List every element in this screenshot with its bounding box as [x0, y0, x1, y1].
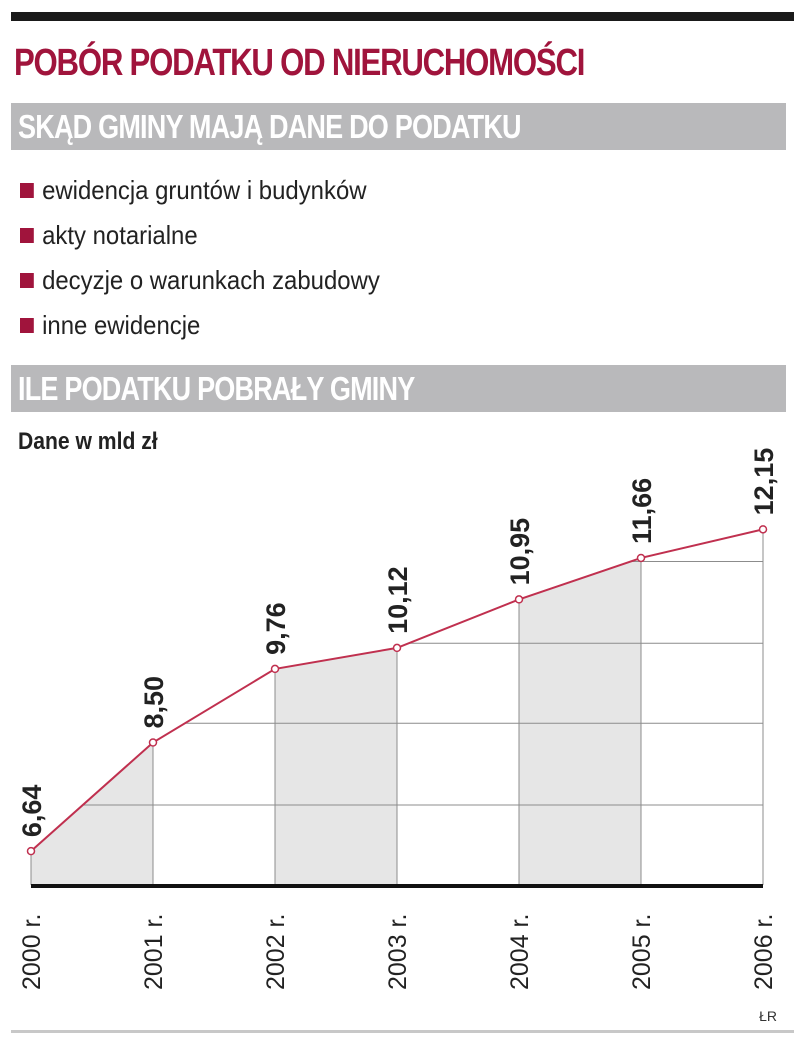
data-point	[270, 664, 280, 674]
x-tick-label: 2000 r.	[18, 914, 46, 990]
data-label: 10,12	[383, 566, 413, 634]
list-item: inne ewidencje	[20, 303, 380, 348]
list-item-label: decyzje o warunkach zabudowy	[42, 265, 380, 295]
area-column	[519, 529, 641, 885]
data-point	[392, 643, 402, 653]
data-label: 8,50	[139, 676, 169, 729]
section-heading: ILE PODATKU POBRAŁY GMINY	[18, 370, 415, 407]
list-item-label: ewidencja gruntów i budynków	[42, 175, 367, 205]
data-point	[148, 738, 158, 747]
bullet-square-icon	[20, 318, 34, 333]
bullet-square-icon	[20, 228, 34, 243]
data-point	[758, 525, 768, 534]
data-point	[514, 595, 524, 604]
x-tick-label: 2004 r.	[506, 914, 534, 990]
list-item: ewidencja gruntów i budynków	[20, 168, 380, 213]
top-rule	[11, 12, 794, 21]
x-tick-label: 2006 r.	[750, 914, 778, 990]
y-axis-unit-label: Dane w mld zł	[18, 428, 158, 455]
bottom-rule	[11, 1030, 794, 1033]
x-tick-label: 2002 r.	[262, 914, 290, 990]
list-item: decyzje o warunkach zabudowy	[20, 258, 380, 303]
page-title: POBÓR PODATKU OD NIERUCHOMOŚCI	[14, 42, 585, 84]
x-tick-label: 2003 r.	[384, 914, 412, 990]
sources-list: ewidencja gruntów i budynków akty notari…	[20, 168, 411, 348]
area-column	[31, 529, 153, 885]
x-tick-label: 2001 r.	[140, 914, 168, 990]
data-label: 10,95	[505, 518, 535, 586]
data-label: 6,64	[17, 785, 47, 838]
area-column	[641, 529, 763, 885]
x-tick-label: 2005 r.	[628, 914, 656, 990]
section-heading: SKĄD GMINY MAJĄ DANE DO PODATKU	[18, 108, 522, 145]
data-point	[636, 553, 646, 563]
area-column	[275, 529, 397, 885]
data-label: 9,76	[261, 602, 291, 655]
section-header-sources: SKĄD GMINY MAJĄ DANE DO PODATKU	[11, 103, 786, 150]
bullet-square-icon	[20, 183, 34, 198]
list-item-label: akty notarialne	[42, 220, 198, 250]
data-label: 12,15	[749, 448, 779, 516]
area-column	[153, 529, 275, 885]
section-header-collected: ILE PODATKU POBRAŁY GMINY	[11, 365, 786, 412]
bullet-square-icon	[20, 273, 34, 288]
list-item: akty notarialne	[20, 213, 380, 258]
list-item-label: inne ewidencje	[42, 310, 201, 340]
data-label: 11,66	[627, 478, 657, 544]
data-point	[26, 846, 36, 856]
credit: ŁR	[759, 1008, 777, 1024]
area-column	[397, 529, 519, 885]
